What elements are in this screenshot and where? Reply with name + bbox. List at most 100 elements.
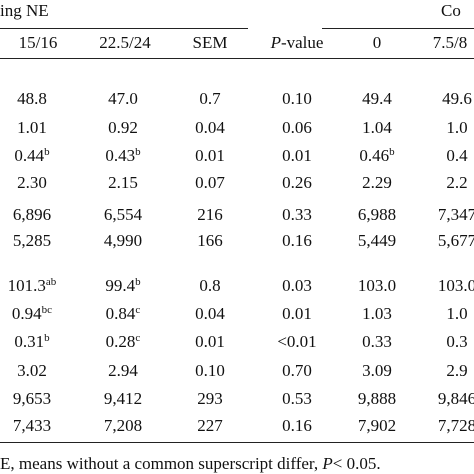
table-cell: 0.16 (252, 231, 342, 251)
cell-value: 0.3 (446, 332, 468, 351)
table-cell: 166 (165, 231, 255, 251)
group-header: Co (441, 1, 461, 20)
cell-value: 1.03 (362, 304, 392, 323)
cell-value: 9,653 (12, 389, 52, 408)
table-cell: 9,888 (332, 389, 422, 409)
group-rule (0, 28, 248, 29)
cell-value: 2.94 (108, 361, 138, 380)
cell-value: 293 (197, 389, 223, 408)
cell-value: 0.8 (199, 276, 221, 295)
cell-value: 0.53 (282, 389, 312, 408)
cell-value: 99.4 (105, 276, 136, 295)
table-cell: 0.16 (252, 416, 342, 436)
table-cell: 0.10 (165, 361, 255, 381)
cell-value: 0.10 (195, 361, 225, 380)
table-cell: 0.46b (332, 146, 422, 166)
cell-value: 101.3 (7, 276, 46, 295)
cell-value: 9,412 (103, 389, 143, 408)
table-cell: 7,728 (412, 416, 474, 436)
column-header: SEM (192, 33, 228, 52)
cell-value: 2.29 (362, 173, 392, 192)
table-cell: 0.01 (252, 146, 342, 166)
cell-value: 2.30 (17, 173, 47, 192)
table-cell: 0.04 (165, 118, 255, 138)
cell-value: 7,728 (437, 416, 474, 435)
table-cell: 103.0 (412, 276, 474, 296)
footnote-italic: P (322, 454, 333, 473)
cell-value: 0.31 (14, 332, 45, 351)
cell-superscript: b (44, 146, 50, 158)
table-cell: 0.7 (165, 89, 255, 109)
cell-value: 1.0 (446, 118, 468, 137)
cell-value: 103.0 (357, 276, 397, 295)
cell-superscript: c (135, 332, 141, 344)
table-cell: 2.2 (412, 173, 474, 193)
cell-value: 6,896 (12, 205, 52, 224)
table-cell: 0.04 (165, 304, 255, 324)
cell-value: 9,888 (357, 389, 397, 408)
column-header-rest: -value (280, 33, 324, 52)
cell-value: 1.04 (362, 118, 392, 137)
table-cell: 3.09 (332, 361, 422, 381)
table-cell: 9,653 (0, 389, 77, 409)
cell-value: 5,285 (12, 231, 52, 250)
cell-value: 0.46 (359, 146, 390, 165)
table-cell: 6,896 (0, 205, 77, 225)
cell-value: 0.84 (105, 304, 136, 323)
table-cell: 9,412 (78, 389, 168, 409)
column-header: 7.5/8 (432, 33, 468, 52)
table-cell: 1.04 (332, 118, 422, 138)
cell-value: 0.70 (282, 361, 312, 380)
group-header: ing NE (0, 1, 49, 20)
cell-value: 0.01 (282, 304, 312, 323)
cell-value: 3.02 (17, 361, 47, 380)
cell-value: 0.01 (195, 146, 225, 165)
table-cell: 227 (165, 416, 255, 436)
cell-value: 5,449 (357, 231, 397, 250)
table-cell: 0.01 (165, 332, 255, 352)
column-header: P-value (252, 33, 342, 53)
cell-superscript: c (135, 304, 141, 316)
cell-value: 7,208 (103, 416, 143, 435)
cell-superscript: b (389, 146, 395, 158)
cell-value: 2.2 (446, 173, 468, 192)
cell-value: 0.16 (282, 416, 312, 435)
cell-value: 0.10 (282, 89, 312, 108)
cell-value: 0.06 (282, 118, 312, 137)
cell-superscript: ab (45, 276, 57, 288)
table-cell: 0.8 (165, 276, 255, 296)
footnote-text: E, means without a common superscript di… (0, 454, 323, 473)
table-cell: 0.84c (78, 304, 168, 324)
cell-value: 48.8 (17, 89, 47, 108)
cell-value: 103.0 (437, 276, 474, 295)
cell-value: 2.15 (108, 173, 138, 192)
table-cell: 1.01 (0, 118, 77, 138)
table-cell: 48.8 (0, 89, 77, 109)
table-cell: 7,433 (0, 416, 77, 436)
cell-value: 0.04 (195, 304, 225, 323)
table-cell: 99.4b (78, 276, 168, 296)
table-cell: <0.01 (252, 332, 342, 352)
group-rule (322, 28, 474, 29)
table-cell: 0.70 (252, 361, 342, 381)
cell-superscript: b (44, 332, 50, 344)
table-cell: 5,677 (412, 231, 474, 251)
table-cell: 1.0 (412, 304, 474, 324)
cell-value: 0.92 (108, 118, 138, 137)
table-cell: 0.92 (78, 118, 168, 138)
table-cell: 1.03 (332, 304, 422, 324)
table-cell: 0.53 (252, 389, 342, 409)
cell-value: 47.0 (108, 89, 138, 108)
table-cell: 0.07 (165, 173, 255, 193)
table-cell: 6,988 (332, 205, 422, 225)
bottom-rule (0, 442, 474, 443)
cell-value: 166 (197, 231, 223, 250)
cell-value: <0.01 (277, 332, 317, 351)
table-cell: 293 (165, 389, 255, 409)
cell-value: 9,846 (437, 389, 474, 408)
cell-superscript: b (135, 276, 141, 288)
cell-value: 5,677 (437, 231, 474, 250)
table-cell: 0.31b (0, 332, 77, 352)
cell-value: 0.01 (195, 332, 225, 351)
cell-value: 0.7 (199, 89, 221, 108)
